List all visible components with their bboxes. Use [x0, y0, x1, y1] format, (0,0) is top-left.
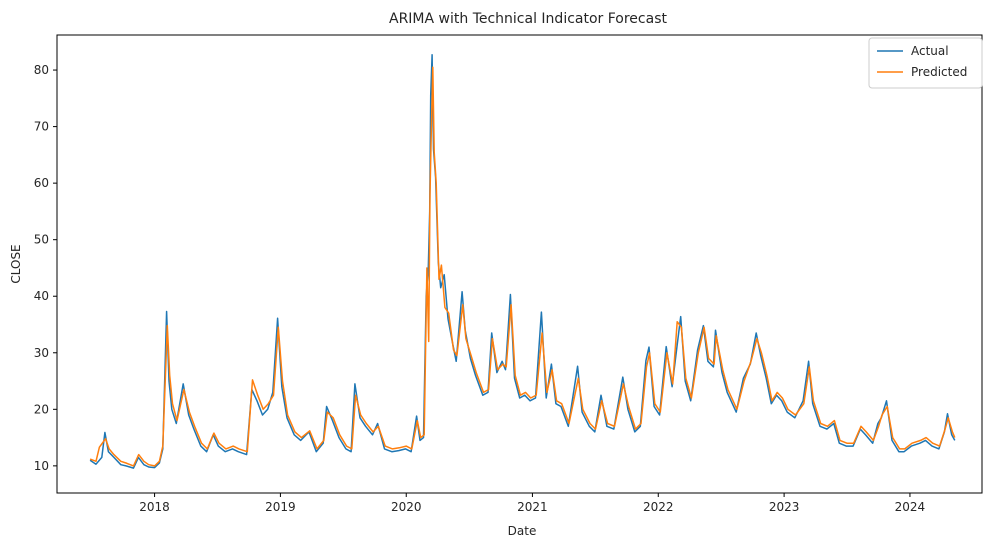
x-axis: 2018 2019 2020 2021 2022 2023 2024: [139, 493, 925, 514]
series-layer: [89, 54, 956, 469]
y-tick-label-60: 60: [34, 176, 49, 190]
y-axis: 10 20 30 40 50 60 70 80: [34, 63, 57, 473]
x-tick-label-2018: 2018: [139, 500, 170, 514]
x-axis-label: Date: [508, 524, 537, 538]
y-tick-label-20: 20: [34, 402, 49, 416]
x-tick-label-2022: 2022: [643, 500, 674, 514]
x-tick-label-2019: 2019: [265, 500, 296, 514]
plot-frame: [56, 34, 983, 494]
y-axis-label: CLOSE: [9, 244, 23, 283]
y-tick-label-80: 80: [34, 63, 49, 77]
x-tick-label-2024: 2024: [895, 500, 926, 514]
y-tick-label-70: 70: [34, 120, 49, 134]
x-tick-label-2023: 2023: [769, 500, 800, 514]
legend-label-actual: Actual: [911, 44, 949, 58]
legend-label-predicted: Predicted: [911, 65, 967, 79]
y-tick-label-10: 10: [34, 459, 49, 473]
series-line-predicted: [89, 66, 956, 467]
y-tick-label-50: 50: [34, 233, 49, 247]
x-tick-label-2020: 2020: [391, 500, 422, 514]
legend: Actual Predicted: [868, 37, 983, 89]
x-tick-label-2021: 2021: [517, 500, 548, 514]
y-tick-label-30: 30: [34, 346, 49, 360]
chart-title: ARIMA with Technical Indicator Forecast: [389, 11, 667, 27]
y-tick-label-40: 40: [34, 289, 49, 303]
